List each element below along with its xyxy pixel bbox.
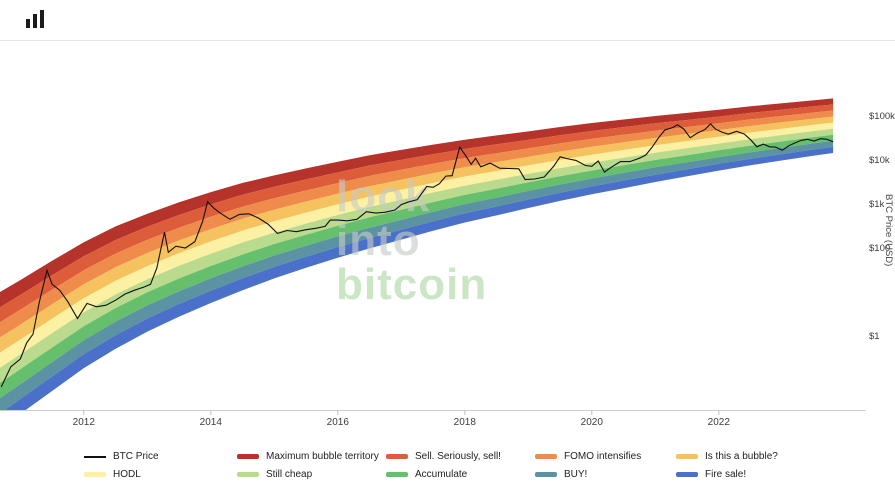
line-swatch-icon xyxy=(84,455,106,458)
legend-item-fire-sale[interactable]: Fire sale! xyxy=(676,469,746,480)
y-axis-title: BTC Price (USD) xyxy=(883,194,894,266)
btc-price-line xyxy=(0,123,834,388)
legend-label: HODL xyxy=(113,469,141,480)
x-tick-label-2014: 2014 xyxy=(200,417,223,428)
x-tick-label-2022: 2022 xyxy=(708,417,731,428)
rainbow-chart-area: look into bitcoin 2012 2014 2016 2018 2020 2022 $… xyxy=(0,98,895,428)
legend-item-accumulate[interactable]: Accumulate xyxy=(386,469,535,480)
bar-chart-icon xyxy=(26,10,44,28)
y-tick-label-1: $1 xyxy=(869,331,880,342)
band-swatch-icon xyxy=(237,454,259,459)
chart-legend: BTC Price Maximum bubble territory Sell. S… xyxy=(84,451,778,480)
x-tick-label-2018: 2018 xyxy=(454,417,477,428)
legend-item-btc-price[interactable]: BTC Price xyxy=(84,451,237,462)
band-swatch-icon xyxy=(676,472,698,477)
y-tick-label-1k: $1k xyxy=(869,199,885,210)
legend-label: Sell. Seriously, sell! xyxy=(415,451,501,462)
legend-label: Is this a bubble? xyxy=(705,451,778,462)
legend-item-still-cheap[interactable]: Still cheap xyxy=(237,469,386,480)
band-swatch-icon xyxy=(386,472,408,477)
legend-item-buy[interactable]: BUY! xyxy=(535,469,676,480)
header-divider xyxy=(0,40,895,41)
watermark-look: look xyxy=(336,172,430,221)
watermark-bitcoin: bitcoin xyxy=(336,260,487,309)
legend-label: Still cheap xyxy=(266,469,313,480)
band-swatch-icon xyxy=(676,454,698,459)
legend-label: BUY! xyxy=(564,469,588,480)
band-swatch-icon xyxy=(84,472,106,477)
band-swatch-icon xyxy=(386,454,408,459)
legend-label: FOMO intensifies xyxy=(564,451,642,462)
legend-item-sell-seriously-sell[interactable]: Sell. Seriously, sell! xyxy=(386,451,535,462)
legend-item-is-this-a-bubble[interactable]: Is this a bubble? xyxy=(676,451,778,462)
x-tick-label-2020: 2020 xyxy=(581,417,604,428)
app-logo-icon[interactable] xyxy=(24,8,48,30)
band-swatch-icon xyxy=(535,454,557,459)
band-swatch-icon xyxy=(535,472,557,477)
legend-label: BTC Price xyxy=(113,451,159,462)
legend-item-hodl[interactable]: HODL xyxy=(84,469,237,480)
legend-label: Accumulate xyxy=(415,469,468,480)
y-tick-label-100k: $100k xyxy=(869,111,895,122)
watermark-into: into xyxy=(336,216,421,265)
y-tick-label-100: $100 xyxy=(869,243,890,254)
y-tick-label-10k: $10k xyxy=(869,155,890,166)
band-swatch-icon xyxy=(237,472,259,477)
legend-row: HODL Still cheap Accumulate BUY! Fire sale! xyxy=(84,469,778,480)
legend-row: BTC Price Maximum bubble territory Sell. S… xyxy=(84,451,778,462)
x-tick-label-2012: 2012 xyxy=(73,417,96,428)
legend-item-fomo-intensifies[interactable]: FOMO intensifies xyxy=(535,451,676,462)
x-tick-label-2016: 2016 xyxy=(327,417,350,428)
legend-label: Fire sale! xyxy=(705,469,747,480)
legend-label: Maximum bubble territory xyxy=(266,451,379,462)
legend-item-maximum-bubble-territory[interactable]: Maximum bubble territory xyxy=(237,451,386,462)
